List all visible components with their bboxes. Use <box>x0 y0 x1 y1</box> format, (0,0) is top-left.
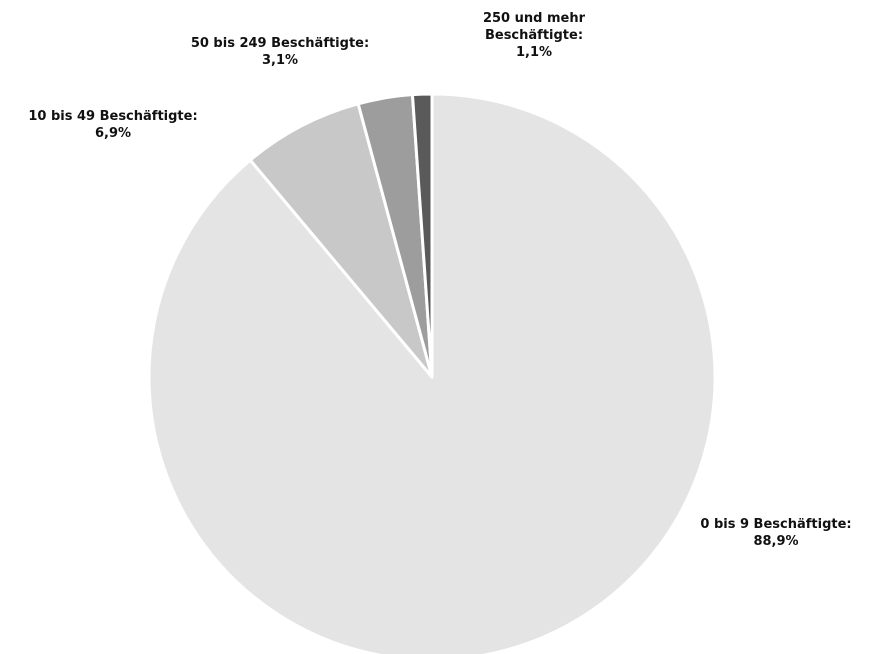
slice-label: 0 bis 9 Beschäftigte: 88,9% <box>686 516 866 550</box>
category-label: 50 bis 249 Beschäftigte: <box>190 36 370 51</box>
category-label: 250 und mehr Beschäftigte: <box>482 11 586 43</box>
pie-slice <box>410 92 434 379</box>
slice-label: 250 und mehr Beschäftigte: 1,1% <box>470 10 598 61</box>
slice-label: 50 bis 249 Beschäftigte: 3,1% <box>160 35 400 69</box>
value-label: 1,1% <box>515 45 553 60</box>
value-label: 88,9% <box>753 534 799 549</box>
category-label: 0 bis 9 Beschäftigte: <box>700 517 852 532</box>
pie-slice <box>248 102 434 379</box>
category-label: 10 bis 49 Beschäftigte: <box>28 109 198 124</box>
value-label: 3,1% <box>261 53 299 68</box>
slice-label: 10 bis 49 Beschäftigte: 6,9% <box>0 108 226 142</box>
value-label: 6,9% <box>94 126 132 141</box>
